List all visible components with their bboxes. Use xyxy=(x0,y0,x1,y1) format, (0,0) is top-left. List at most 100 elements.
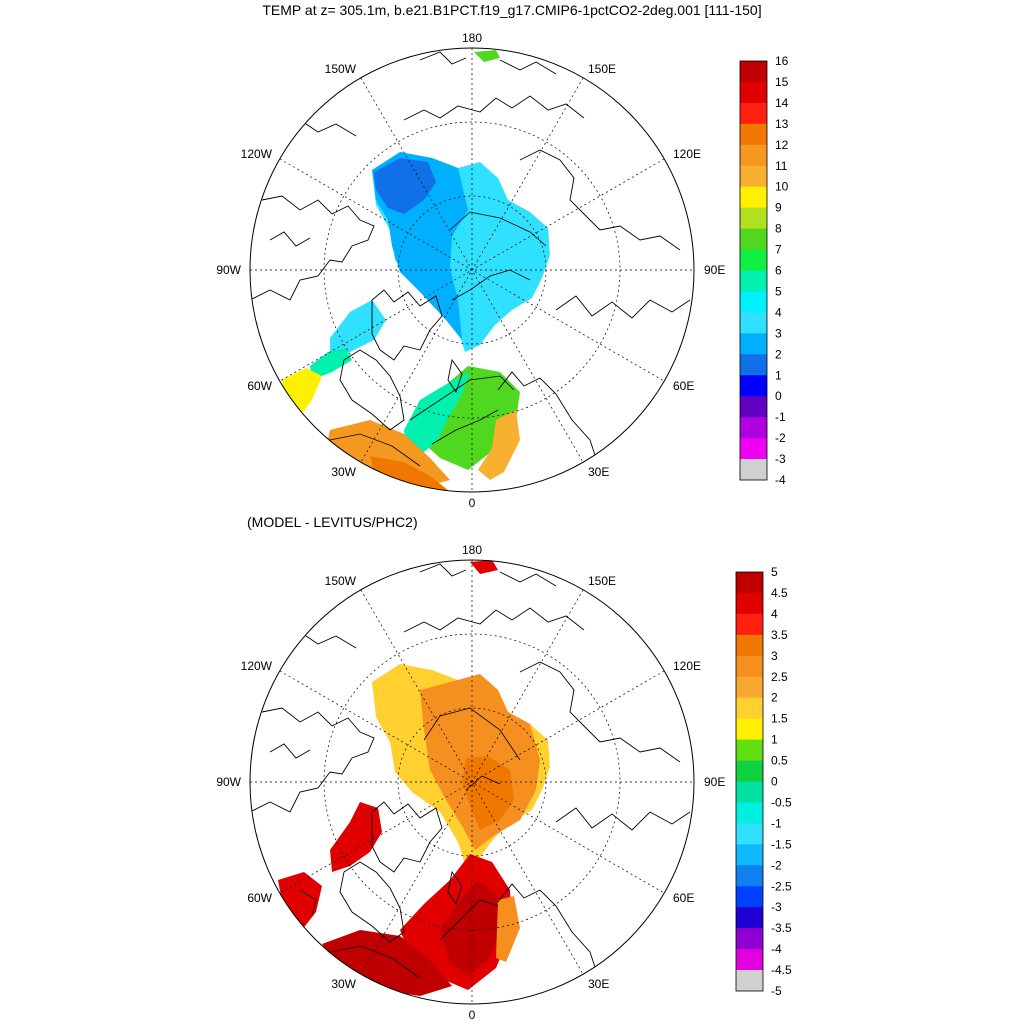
colorbar-tick-label: 8 xyxy=(775,222,782,236)
colorbar-swatch xyxy=(736,760,763,782)
lon-label-150e: 150E xyxy=(588,574,616,588)
colorbar-swatch xyxy=(740,102,767,125)
lon-label-150e: 150E xyxy=(588,62,616,76)
colorbar-frame xyxy=(739,60,768,481)
anomaly-graticule xyxy=(250,560,694,1004)
colorbar-tick-label: 10 xyxy=(775,180,789,194)
colorbar-tick-label: -3 xyxy=(775,452,786,466)
colorbar-tick-label: 7 xyxy=(775,243,782,257)
lon-label-150w: 150W xyxy=(325,574,357,588)
temperature-map: 180 0 90W 90E 150W 120W 150E 120E 60W 30… xyxy=(216,31,788,510)
colorbar-tick-label: -2 xyxy=(771,858,782,872)
colorbar-swatch xyxy=(736,949,763,971)
colorbar-tick-label: 0.5 xyxy=(771,754,788,768)
lon-label-30e: 30E xyxy=(588,977,609,991)
lon-label-30w: 30W xyxy=(331,465,356,479)
baffin-anomaly xyxy=(330,802,382,872)
beaufort-cold-field xyxy=(374,158,436,214)
lon-label-60e: 60E xyxy=(673,891,694,905)
lon-label-90w: 90W xyxy=(216,263,241,277)
nordic-seas-teal-field xyxy=(404,372,470,452)
colorbar-swatch xyxy=(736,823,763,845)
colorbar-tick-label: -3 xyxy=(771,900,782,914)
lon-label-30e: 30E xyxy=(588,465,609,479)
colorbar-swatch xyxy=(740,417,767,439)
colorbar-tick-label: 3 xyxy=(771,649,778,663)
colorbar-tick-label: 11 xyxy=(775,159,788,173)
colorbar-swatch xyxy=(740,375,767,397)
colorbar-swatch xyxy=(740,438,767,460)
lon-label-60w: 60W xyxy=(247,379,272,393)
lon-label-180: 180 xyxy=(462,543,482,557)
bering-field xyxy=(474,50,500,62)
colorbar-tick-label: 4 xyxy=(771,607,778,621)
colorbar-swatch xyxy=(736,865,763,887)
colorbar-tick-label: 9 xyxy=(775,201,782,215)
norwegian-coast-warm xyxy=(478,410,520,480)
colorbar-swatch xyxy=(736,886,763,908)
colorbar-tick-label: 3.5 xyxy=(771,628,788,642)
colorbar-swatch xyxy=(740,123,767,146)
colorbar-swatch xyxy=(740,396,767,418)
page-title: TEMP at z= 305.1m, b.e21.B1PCT.f19_g17.C… xyxy=(262,2,762,18)
labrador-field xyxy=(310,348,352,380)
temperature-longitude-labels: 180 0 90W 90E 150W 120W 150E 120E 60W 30… xyxy=(216,31,725,510)
bering-anomaly xyxy=(470,560,498,574)
lon-label-180: 180 xyxy=(462,31,482,45)
lon-label-60e: 60E xyxy=(673,379,694,393)
colorbar-swatch xyxy=(736,676,763,699)
colorbar-swatch xyxy=(736,718,763,740)
colorbar-swatch xyxy=(740,270,767,292)
temperature-map-boundary xyxy=(249,47,695,493)
anomaly-map: 180 0 90W 90E 150W 120W 150E 120E 60W 30… xyxy=(216,543,792,1022)
lon-label-150w: 150W xyxy=(325,62,357,76)
colorbar-tick-label: 16 xyxy=(775,54,789,68)
colorbar-tick-label: 13 xyxy=(775,117,789,131)
colorbar-tick-label: -5 xyxy=(771,984,782,998)
colorbar-tick-label: 2.5 xyxy=(771,670,788,684)
colorbar-swatch xyxy=(736,592,763,615)
colorbar-tick-label: 14 xyxy=(775,96,789,110)
anomaly-map-boundary xyxy=(249,559,695,1005)
colorbar-swatch xyxy=(736,613,763,636)
colorbar-tick-label: -4 xyxy=(771,942,782,956)
colorbar-tick-label: -0.5 xyxy=(771,795,792,809)
colorbar-swatch xyxy=(736,572,763,594)
lon-label-120w: 120W xyxy=(241,147,273,161)
colorbar-tick-label: 6 xyxy=(775,264,782,278)
colorbar-tick-label: 0 xyxy=(771,775,778,789)
colorbar-tick-label: 4.5 xyxy=(771,586,788,600)
colorbar-tick-label: 2 xyxy=(771,691,778,705)
colorbar-swatch xyxy=(740,207,767,229)
colorbar-swatch xyxy=(740,459,767,481)
colorbar-tick-label: -1 xyxy=(775,410,786,424)
colorbar-swatch xyxy=(736,970,763,992)
colorbar-tick-label: 12 xyxy=(775,138,789,152)
colorbar-frame xyxy=(735,571,764,992)
colorbar-swatch xyxy=(740,312,767,334)
colorbar-swatch xyxy=(736,802,763,824)
lon-label-30w: 30W xyxy=(331,977,356,991)
lon-label-90w: 90W xyxy=(216,775,241,789)
colorbar-tick-label: -1.5 xyxy=(771,837,792,851)
colorbar-tick-label: -2 xyxy=(775,431,786,445)
colorbar-tick-label: 2 xyxy=(775,347,782,361)
colorbar-swatch xyxy=(736,907,763,929)
colorbar-tick-label: 3 xyxy=(775,326,782,340)
lon-label-0: 0 xyxy=(469,496,476,510)
colorbar-swatch xyxy=(736,697,763,720)
colorbar-tick-label: 5 xyxy=(775,284,782,298)
colorbar-swatch xyxy=(740,333,767,355)
colorbar-swatch xyxy=(740,291,767,313)
colorbar-tick-label: 4 xyxy=(775,305,782,319)
atlantic-anomaly xyxy=(322,930,452,996)
colorbar-tick-label: -2.5 xyxy=(771,879,792,893)
colorbar-tick-label: 15 xyxy=(775,75,789,89)
colorbar-swatch xyxy=(736,781,763,803)
anomaly-longitude-labels: 180 0 90W 90E 150W 120W 150E 120E 60W 30… xyxy=(216,543,725,1022)
lon-label-90e: 90E xyxy=(704,263,725,277)
lon-label-60w: 60W xyxy=(247,891,272,905)
colorbar-swatch xyxy=(736,634,763,657)
colorbar-swatch xyxy=(740,249,767,271)
